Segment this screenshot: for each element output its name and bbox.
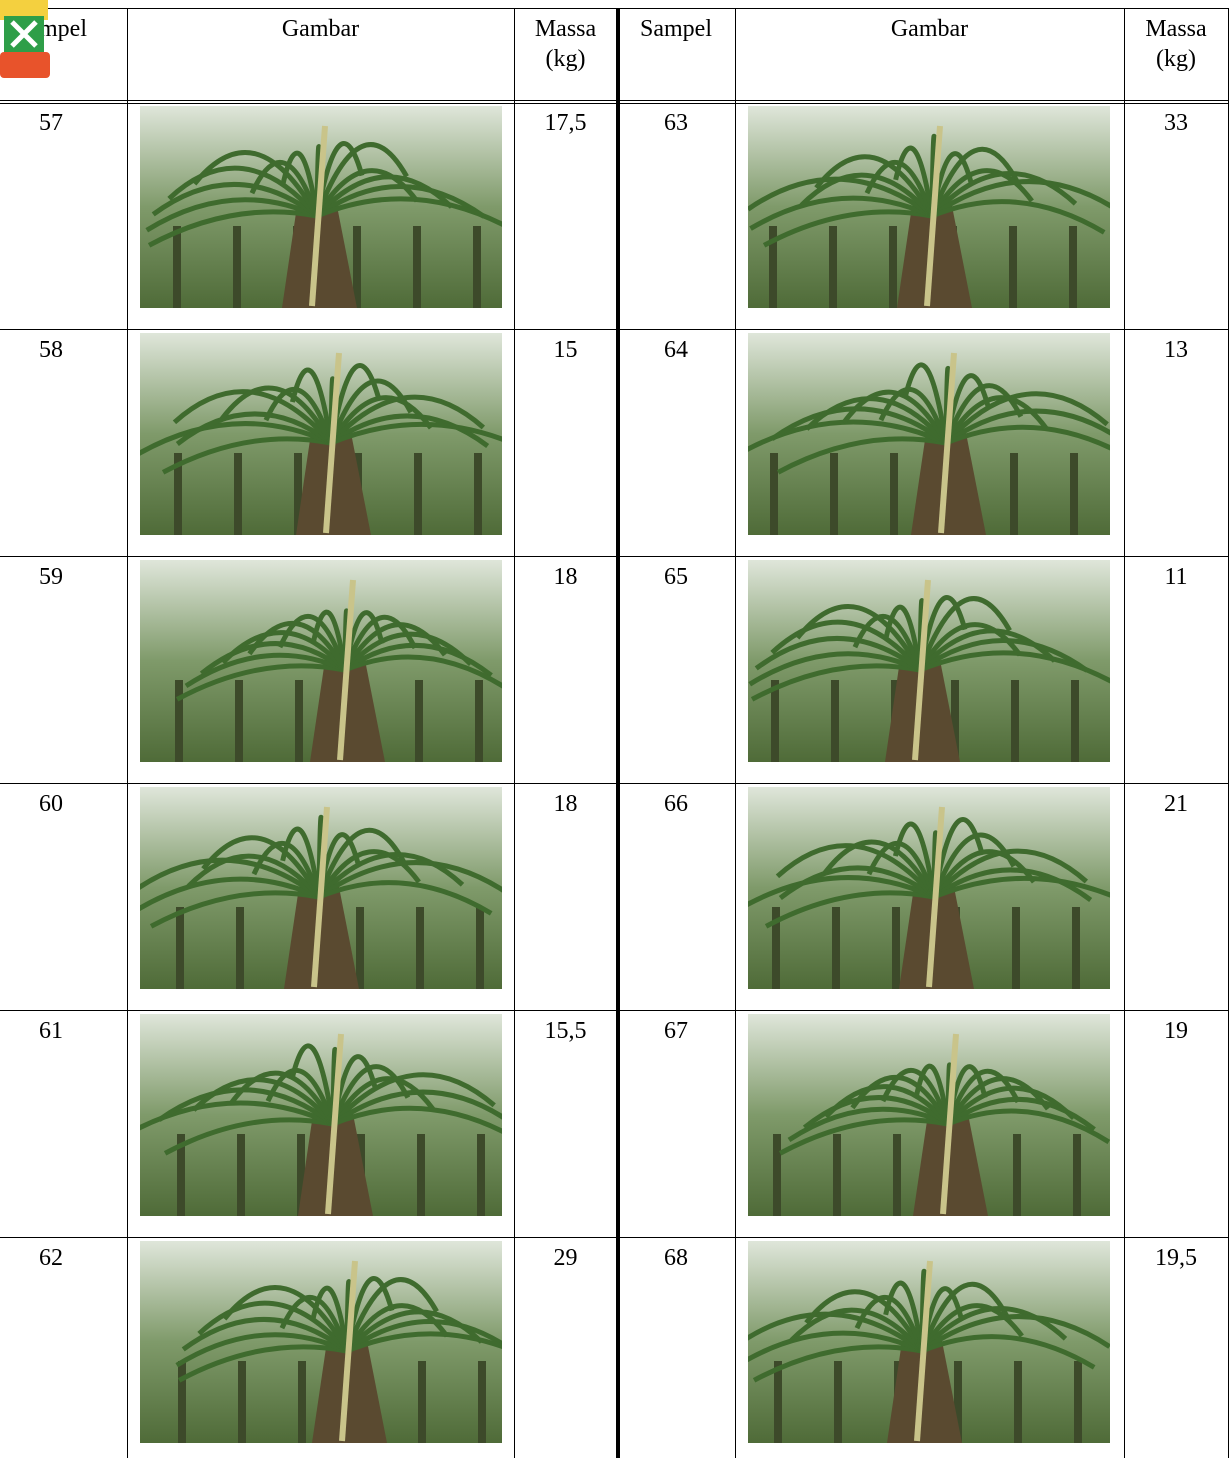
row-border [0,556,1228,557]
app-icon [0,0,50,78]
row-border [0,783,1228,784]
column-border [1124,8,1125,1458]
column-header: Massa (kg) [534,16,597,72]
sample-number: 58 [39,337,63,363]
sample-number: 68 [664,1245,688,1271]
palm-photo [140,1241,502,1443]
sample-number: 63 [664,110,688,136]
sample-number: 59 [39,564,63,590]
column-border [127,8,128,1458]
palm-photo [140,1014,502,1216]
column-border [514,8,515,1458]
column-header: Massa (kg) [1145,16,1207,72]
column-border [616,8,620,1458]
sample-number: 62 [39,1245,63,1271]
sample-number: 61 [39,1018,63,1044]
mass-value: 15 [553,337,578,363]
palm-photo [748,787,1110,989]
table-border [0,8,1228,9]
column-header: Sampel [640,16,712,42]
mass-value: 13 [1164,337,1188,363]
column-border [735,8,736,1458]
row-border [0,329,1228,330]
row-border [0,1237,1228,1238]
palm-photo [748,333,1110,535]
mass-value: 11 [1164,564,1188,590]
mass-value: 18 [553,791,578,817]
mass-value: 18 [553,564,578,590]
palm-photo [748,560,1110,762]
sample-number: 67 [664,1018,688,1044]
column-border [1228,8,1229,1458]
mass-value: 17,5 [544,110,587,136]
sample-number: 66 [664,791,688,817]
column-header: Gambar [890,16,969,42]
sample-number: 65 [664,564,688,590]
palm-photo [748,1241,1110,1443]
row-border [0,1010,1228,1011]
mass-value: 19 [1164,1018,1188,1044]
palm-photo [748,106,1110,308]
palm-photo [140,787,502,989]
mass-value: 33 [1164,110,1188,136]
column-header: Gambar [281,16,360,42]
sample-number: 57 [39,110,63,136]
sample-number: 60 [39,791,63,817]
table-border [0,103,1228,104]
mass-value: 19,5 [1155,1245,1197,1271]
mass-value: 29 [553,1245,578,1271]
palm-photo [140,333,502,535]
palm-photo [140,106,502,308]
mass-value: 15,5 [544,1018,587,1044]
mass-value: 21 [1164,791,1188,817]
palm-photo [748,1014,1110,1216]
sample-number: 64 [664,337,688,363]
table-border [0,100,1228,101]
palm-photo [140,560,502,762]
